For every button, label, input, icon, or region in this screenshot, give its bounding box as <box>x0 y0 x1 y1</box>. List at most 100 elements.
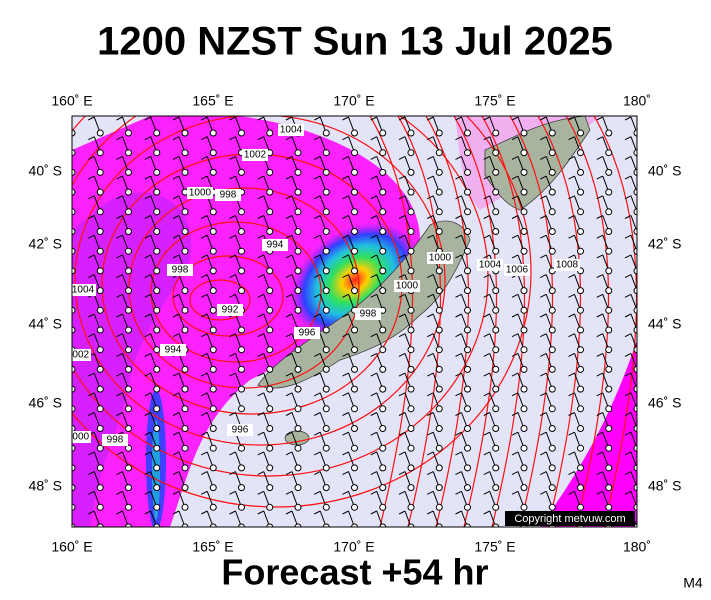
station <box>294 287 302 295</box>
barb-flag <box>257 254 264 259</box>
station <box>181 425 189 432</box>
station <box>125 168 132 176</box>
station <box>96 425 104 432</box>
barb-flag <box>116 510 123 515</box>
station <box>322 287 330 295</box>
station <box>209 503 217 511</box>
station <box>209 326 217 334</box>
isobar-label: 996 <box>232 425 249 436</box>
barb-flag <box>144 352 151 357</box>
station <box>633 484 637 492</box>
right-axis-label: 42˚ S <box>648 236 681 252</box>
station <box>464 267 471 275</box>
station <box>181 306 189 314</box>
barb-flag <box>370 254 377 259</box>
station <box>72 306 76 314</box>
station <box>435 228 443 235</box>
station <box>520 405 528 413</box>
barb-flag <box>483 136 490 141</box>
station <box>407 523 415 527</box>
station <box>548 149 556 157</box>
top-axis-label: 170˚ E <box>333 93 374 109</box>
barb-flag <box>398 451 406 456</box>
station <box>125 444 132 452</box>
barb-flag <box>257 313 264 318</box>
station <box>379 444 387 452</box>
barb-flag <box>257 510 264 515</box>
station <box>407 444 415 452</box>
isobar-label-box <box>217 304 243 316</box>
barb-flag <box>624 175 632 180</box>
right-axis-label: 44˚ S <box>648 316 681 332</box>
barb-flag <box>511 254 519 259</box>
barb-flag <box>427 490 434 495</box>
station <box>72 523 76 527</box>
barb-flag <box>596 471 603 476</box>
barb-flag <box>596 195 603 200</box>
barb-flag <box>370 155 377 160</box>
station <box>379 365 387 373</box>
barb-flag <box>370 372 377 377</box>
station <box>351 346 358 354</box>
barb-flag <box>455 372 462 377</box>
station <box>492 129 500 137</box>
barb-flag <box>540 313 547 318</box>
barb-flag <box>483 471 490 476</box>
barb-flag <box>370 136 377 141</box>
station <box>520 464 528 472</box>
barb-flag <box>483 510 490 515</box>
barb-flag <box>398 254 406 259</box>
barb-flag <box>596 352 603 357</box>
barb-flag <box>596 274 603 279</box>
footer: Forecast +54 hr <box>221 552 488 593</box>
barb-flag <box>172 195 180 200</box>
barb-staff <box>72 486 73 488</box>
bottom-axis-label: 180˚ <box>623 539 651 555</box>
copyright: Copyright metvuw.com <box>514 513 625 525</box>
station <box>577 168 584 176</box>
barb-flag <box>342 274 349 279</box>
station <box>464 168 471 176</box>
barb-flag <box>398 333 406 338</box>
barb-flag <box>201 254 208 259</box>
station <box>351 247 358 255</box>
barb-flag <box>172 116 180 121</box>
station <box>238 405 245 413</box>
station <box>125 247 132 255</box>
station <box>351 365 358 373</box>
station <box>322 168 330 176</box>
station <box>266 484 274 492</box>
left-axis-label: 44˚ S <box>29 316 62 332</box>
barb-flag <box>540 116 547 121</box>
barb-flag <box>455 412 462 416</box>
station <box>72 188 76 196</box>
barb-flag <box>172 155 180 160</box>
station <box>72 365 76 373</box>
barb-flag <box>257 431 264 436</box>
station <box>633 346 637 354</box>
station <box>605 188 613 196</box>
station <box>492 405 500 413</box>
station <box>605 405 613 413</box>
station <box>351 267 358 275</box>
barb-flag <box>285 451 293 456</box>
barb-flag <box>229 392 236 397</box>
station <box>322 405 330 413</box>
barb-flag <box>624 412 632 416</box>
station <box>96 228 104 235</box>
station <box>492 247 500 255</box>
barb-flag <box>483 215 490 219</box>
station <box>379 208 387 216</box>
station <box>379 168 387 176</box>
barb-flag <box>370 116 377 121</box>
barb-flag <box>483 490 490 495</box>
barb-flag <box>370 175 377 180</box>
station <box>266 405 274 413</box>
station <box>238 267 245 275</box>
barb-flag <box>314 116 321 121</box>
barb-flag <box>483 293 490 298</box>
station <box>379 503 387 511</box>
barb-flag <box>88 116 95 121</box>
station <box>72 484 76 492</box>
station <box>435 425 443 432</box>
